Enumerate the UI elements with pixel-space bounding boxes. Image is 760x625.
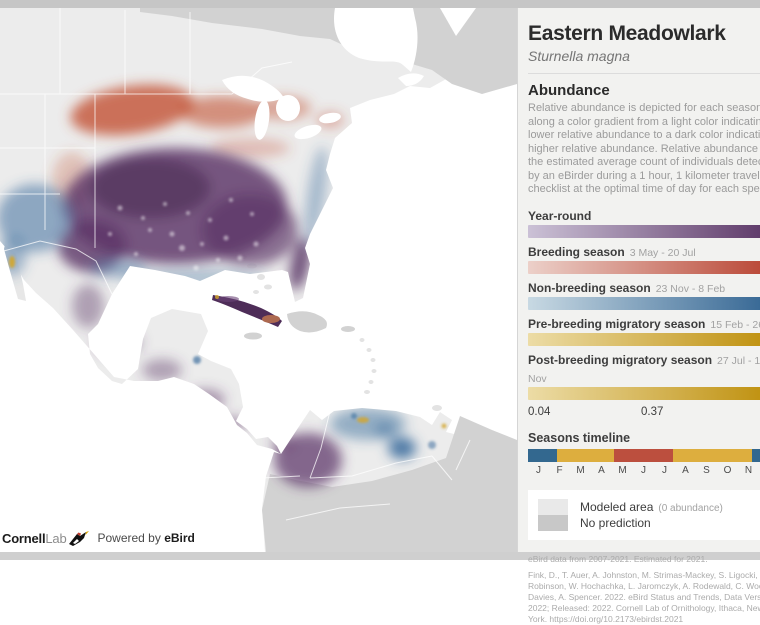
abundance-scale-mid: 0.37 xyxy=(641,405,664,418)
bottom-border-strip xyxy=(0,552,760,560)
abundance-map-svg xyxy=(0,8,517,552)
season-label: Year-round xyxy=(528,208,592,223)
map-abundance-raster xyxy=(0,84,447,487)
season-gradient-bar-breeding xyxy=(528,260,760,274)
timeline-segment-non-breeding xyxy=(528,448,557,462)
seasons-timeline-bar xyxy=(528,448,760,462)
abundance-heading: Abundance xyxy=(528,82,610,100)
map-key-legend: Modeled area (0 abundance) No prediction xyxy=(528,489,760,540)
cornell-lab-logo-lab: Lab xyxy=(45,530,67,546)
woodpecker-icon xyxy=(69,530,90,546)
month-jan: J xyxy=(536,464,541,476)
no-prediction-row: No prediction xyxy=(580,515,723,531)
month-nov: N xyxy=(744,464,753,476)
no-prediction-swatch xyxy=(538,514,568,531)
no-prediction-label: No prediction xyxy=(580,515,651,530)
season-dates: 27 Jul - 16 Nov xyxy=(528,354,760,385)
season-dates: 15 Feb - 26 Apr xyxy=(710,318,760,331)
season-row-breeding: Breeding season 3 May - 20 Jul xyxy=(528,243,760,274)
modeled-area-row: Modeled area (0 abundance) xyxy=(580,499,723,515)
species-info-panel: Eastern Meadowlark Sturnella magna Abund… xyxy=(517,8,760,624)
month-aug: A xyxy=(682,464,689,476)
abundance-description: Relative abundance is depicted for each … xyxy=(528,102,760,196)
season-gradient-bar-post-breeding xyxy=(528,386,760,400)
season-dates: 23 Nov - 8 Feb xyxy=(655,282,726,295)
cornell-lab-logo-cornell: Cornell xyxy=(2,530,46,546)
season-gradient-bar-pre-breeding xyxy=(528,332,760,346)
powered-by-ebird[interactable]: Powered by eBird xyxy=(97,531,194,545)
month-jun: J xyxy=(641,464,646,476)
month-oct: O xyxy=(723,464,732,476)
month-sep: S xyxy=(703,464,710,476)
top-border-strip xyxy=(0,0,760,8)
seasons-timeline-heading: Seasons timeline xyxy=(528,430,631,445)
modeled-area-swatch xyxy=(538,498,568,515)
citation-reference: Fink, D., T. Auer, A. Johnston, M. Strim… xyxy=(528,569,760,624)
season-label: Non-breeding season xyxy=(528,280,651,295)
species-title: Eastern Meadowlark xyxy=(528,22,726,45)
abundance-scale: 0.04 0.37 xyxy=(528,405,760,421)
map-lakes xyxy=(222,8,476,140)
timeline-segment-post-breeding xyxy=(672,448,753,462)
month-mar: M xyxy=(576,464,585,476)
citation-data-range: eBird data from 2007-2021. Estimated for… xyxy=(528,553,708,564)
panel-divider xyxy=(528,73,760,75)
ebird-brand-text: eBird xyxy=(164,531,195,545)
season-row-pre-breeding: Pre-breeding migratory season 15 Feb - 26… xyxy=(528,315,760,346)
map-breeding-region xyxy=(52,84,344,208)
map-cuba xyxy=(212,295,282,327)
timeline-segment-non-breeding-2 xyxy=(752,448,760,462)
month-apr: A xyxy=(598,464,605,476)
month-jul: J xyxy=(662,464,667,476)
cornell-lab-logo[interactable]: Cornell Lab xyxy=(2,530,90,547)
timeline-month-labels: J F M A M J J A S O N D xyxy=(528,465,760,476)
season-label: Post-breeding migratory season xyxy=(528,352,713,367)
timeline-segment-pre-breeding xyxy=(556,448,614,462)
species-scientific-name: Sturnella magna xyxy=(528,48,630,65)
season-gradient-bar-year-round xyxy=(528,224,760,238)
month-feb: F xyxy=(556,464,563,476)
season-row-non-breeding: Non-breeding season 23 Nov - 8 Feb xyxy=(528,279,760,310)
powered-by-text: Powered by xyxy=(97,531,165,545)
map-non-breeding-specks xyxy=(193,356,436,449)
abundance-scale-low: 0.04 xyxy=(528,405,551,418)
season-dates: 3 May - 20 Jul xyxy=(629,246,696,259)
abundance-map xyxy=(0,8,517,552)
map-borders xyxy=(0,8,471,521)
footer-brand-bar: Cornell Lab Powered by eBird xyxy=(2,527,195,549)
modeled-area-label: Modeled area xyxy=(580,499,654,514)
season-label: Breeding season xyxy=(528,244,625,259)
month-may: M xyxy=(618,464,627,476)
season-label: Pre-breeding migratory season xyxy=(528,316,706,331)
legend-swatches xyxy=(538,498,568,531)
timeline-segment-breeding xyxy=(613,448,673,462)
season-gradient-bar-non-breeding xyxy=(528,296,760,310)
season-row-year-round: Year-round xyxy=(528,207,760,238)
season-row-post-breeding: Post-breeding migratory season 27 Jul - 1… xyxy=(528,351,760,400)
map-raster-speckle xyxy=(108,198,259,271)
modeled-area-note: (0 abundance) xyxy=(658,502,723,514)
citation-block: eBird data from 2007-2021. Estimated for… xyxy=(528,554,760,625)
